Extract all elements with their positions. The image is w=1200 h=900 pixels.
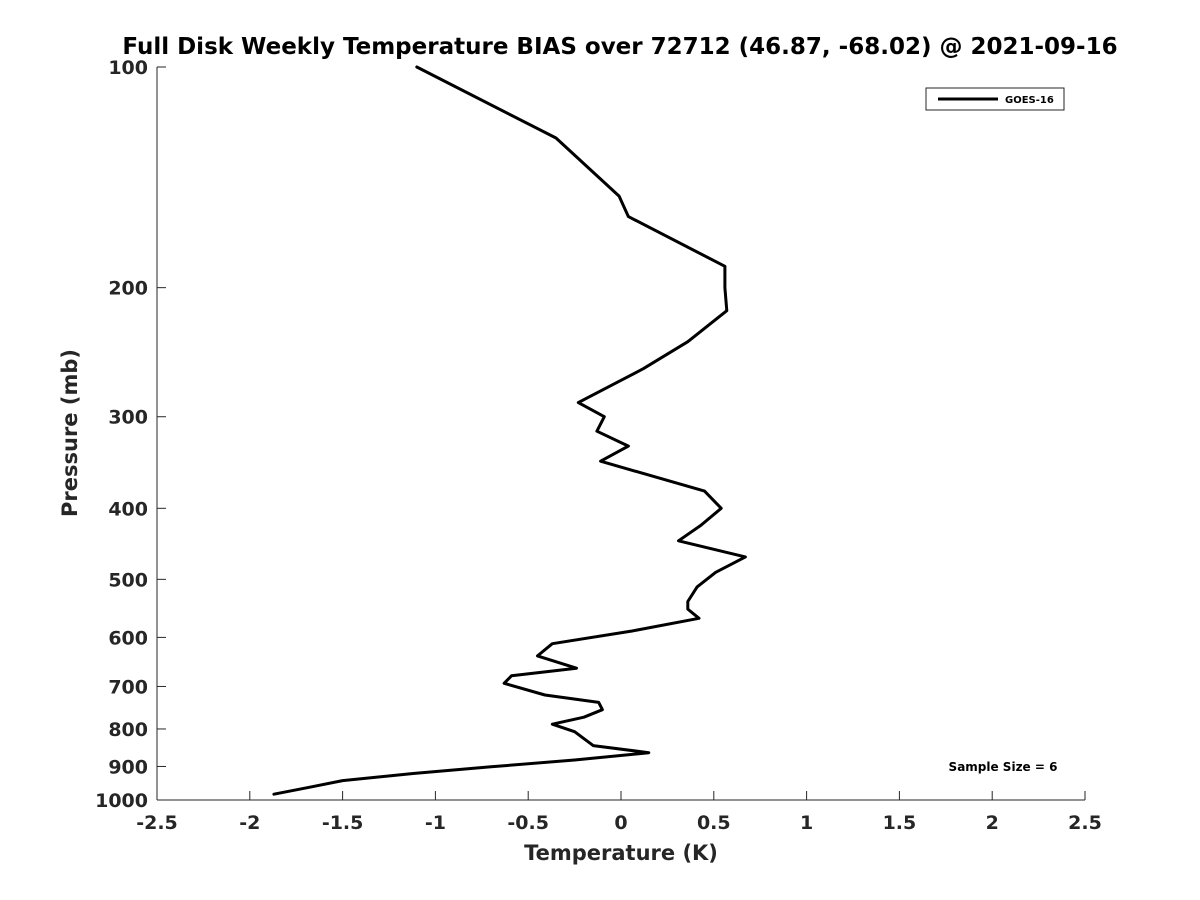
x-tick-label: 2.5 (1068, 812, 1102, 834)
y-tick-label: 300 (108, 407, 148, 429)
x-tick-label: 0.5 (697, 812, 731, 834)
x-axis-label: Temperature (K) (524, 841, 718, 865)
y-tick-label: 700 (108, 676, 148, 698)
y-tick-label: 500 (108, 569, 148, 591)
x-tick-label: -2 (239, 812, 260, 834)
legend-entry-label: GOES-16 (1005, 95, 1054, 106)
x-tick-label: 1.5 (883, 812, 917, 834)
y-axis-label: Pressure (mb) (58, 349, 82, 517)
y-tick-label: 400 (108, 498, 148, 520)
y-tick-label: 1000 (95, 790, 148, 812)
chart-title: Full Disk Weekly Temperature BIAS over 7… (122, 34, 1117, 60)
y-tick-label: 600 (108, 627, 148, 649)
series-line-goes-16 (272, 65, 747, 796)
y-tick-label: 200 (108, 278, 148, 300)
y-tick-label: 900 (108, 756, 148, 778)
x-tick-label: 2 (986, 812, 999, 834)
x-tick-label: -1 (425, 812, 446, 834)
x-tick-label: -2.5 (136, 812, 178, 834)
y-tick-label: 800 (108, 719, 148, 741)
x-tick-label: -0.5 (507, 812, 549, 834)
ticks: -2.5 -2 -1.5 -1 -0.5 0 0.5 1 1.5 2 2.5 100 200 300 400… (95, 57, 1102, 834)
y-tick-label: 100 (108, 57, 148, 79)
x-tick-label: 1 (800, 812, 813, 834)
x-tick-label: 0 (614, 812, 627, 834)
legend: GOES-16 (925, 87, 1065, 111)
series-layer (272, 65, 747, 796)
sample-size-annotation: Sample Size = 6 (949, 760, 1058, 774)
x-tick-label: -1.5 (322, 812, 364, 834)
